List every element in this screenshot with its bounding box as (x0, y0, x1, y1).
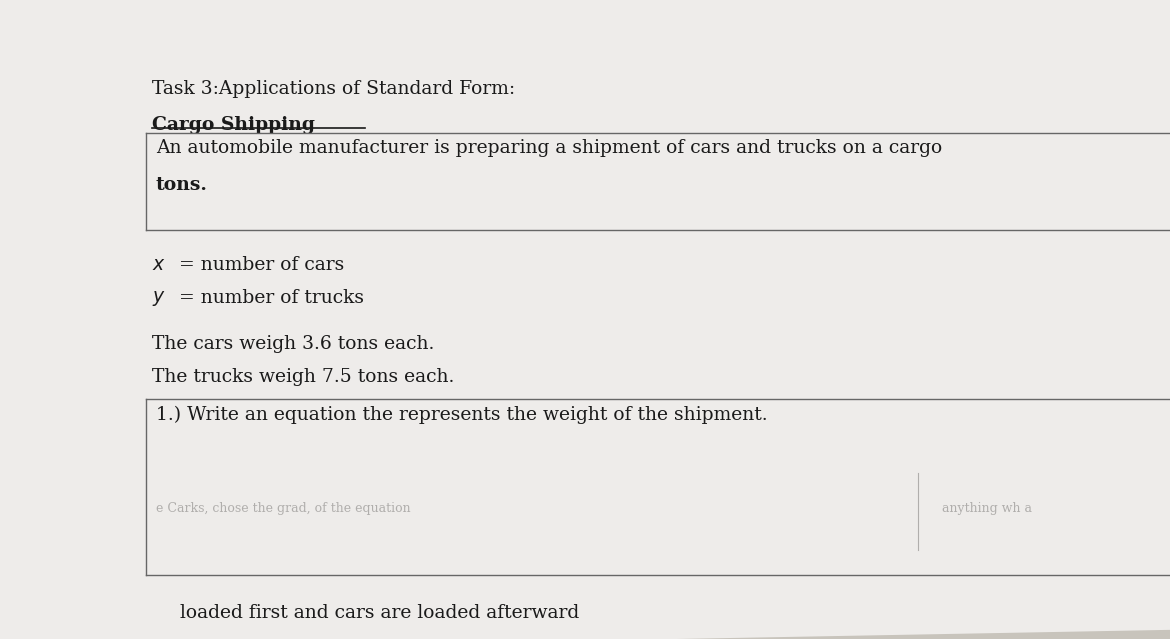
Text: $x$: $x$ (152, 256, 166, 273)
Text: loaded first and cars are loaded afterward: loaded first and cars are loaded afterwa… (0, 604, 579, 622)
Text: Cargo Shipping: Cargo Shipping (152, 116, 315, 134)
Text: An automobile manufacturer is preparing a shipment of cars and trucks on a cargo: An automobile manufacturer is preparing … (156, 139, 942, 157)
Text: The cars weigh 3.6 tons each.: The cars weigh 3.6 tons each. (152, 335, 434, 353)
Text: The trucks weigh 7.5 tons each.: The trucks weigh 7.5 tons each. (152, 368, 454, 386)
Text: e Carks, chose the grad, of the equation: e Carks, chose the grad, of the equation (156, 502, 411, 514)
Text: tons.: tons. (156, 176, 207, 194)
Text: 1.) Write an equation the represents the weight of the shipment.: 1.) Write an equation the represents the… (156, 406, 768, 424)
Text: anything wh a: anything wh a (942, 502, 1032, 514)
Text: Task 3:Applications of Standard Form:: Task 3:Applications of Standard Form: (152, 80, 515, 98)
Text: = number of trucks: = number of trucks (179, 289, 364, 307)
Text: = number of cars: = number of cars (179, 256, 344, 273)
Text: $y$: $y$ (152, 289, 166, 308)
